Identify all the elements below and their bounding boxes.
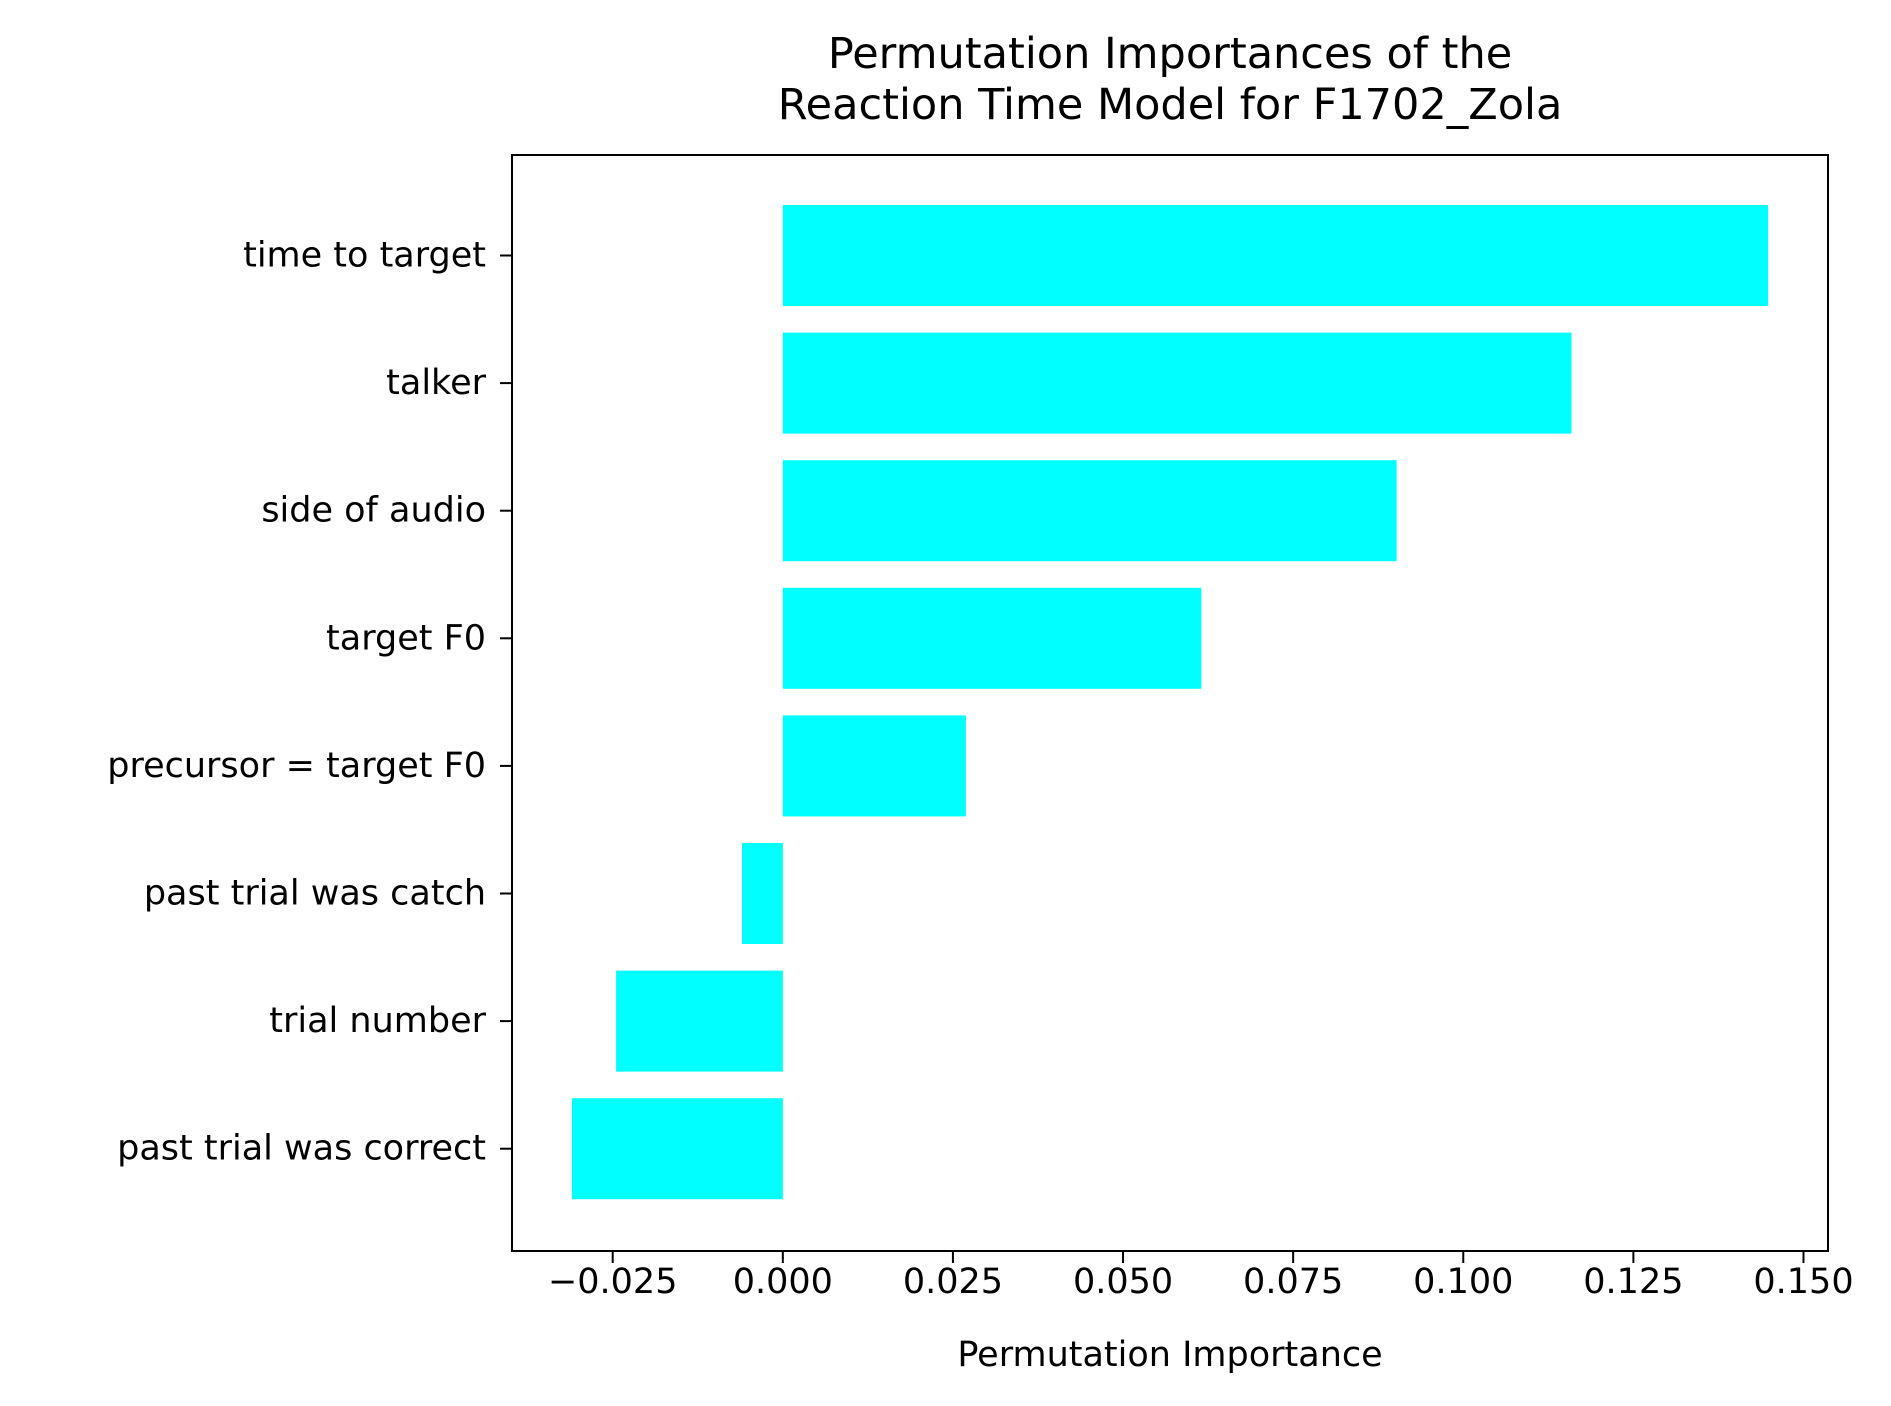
- y-tick-label: side of audio: [261, 491, 486, 531]
- x-tick-label: 0.075: [1243, 1262, 1343, 1302]
- x-tick-label: −0.025: [548, 1262, 678, 1302]
- bars-layer: [571, 205, 1769, 1200]
- y-tick-label: target F0: [326, 618, 486, 658]
- chart-title-line: Permutation Importances of the: [828, 29, 1512, 79]
- x-tick-label: 0.150: [1753, 1262, 1853, 1302]
- x-tick-label: 0.125: [1583, 1262, 1683, 1302]
- plot-frame: [511, 154, 1829, 1252]
- bar-target-f0: [782, 587, 1202, 689]
- bar-past-trial-was-correct: [571, 1098, 783, 1200]
- chart-title-line: Reaction Time Model for F1702_Zola: [778, 80, 1563, 130]
- y-tick-label: talker: [386, 363, 486, 403]
- y-tick-label: trial number: [269, 1001, 486, 1041]
- y-tick-label: past trial was correct: [117, 1129, 486, 1169]
- bar-talker: [782, 332, 1572, 434]
- bar-side-of-audio: [782, 460, 1397, 562]
- x-tick-label: 0.050: [1073, 1262, 1173, 1302]
- bar-precursor-target-f0: [782, 715, 966, 817]
- y-tick-label: precursor = target F0: [107, 746, 486, 786]
- bar-trial-number: [616, 970, 783, 1072]
- x-tick-label: 0.100: [1413, 1262, 1513, 1302]
- x-tick-label: 0.025: [903, 1262, 1003, 1302]
- bar-time-to-target: [782, 205, 1769, 306]
- x-tick-label: 0.000: [733, 1262, 833, 1302]
- x-axis-label: Permutation Importance: [957, 1335, 1382, 1375]
- ticks-layer: time to target talker side of audio target …: [107, 236, 1853, 1303]
- y-tick-label: time to target: [243, 236, 486, 276]
- bar-past-trial-was-catch: [741, 843, 783, 944]
- chart-title: Permutation Importances of the Reaction T…: [778, 29, 1563, 130]
- y-tick-label: past trial was catch: [144, 874, 486, 914]
